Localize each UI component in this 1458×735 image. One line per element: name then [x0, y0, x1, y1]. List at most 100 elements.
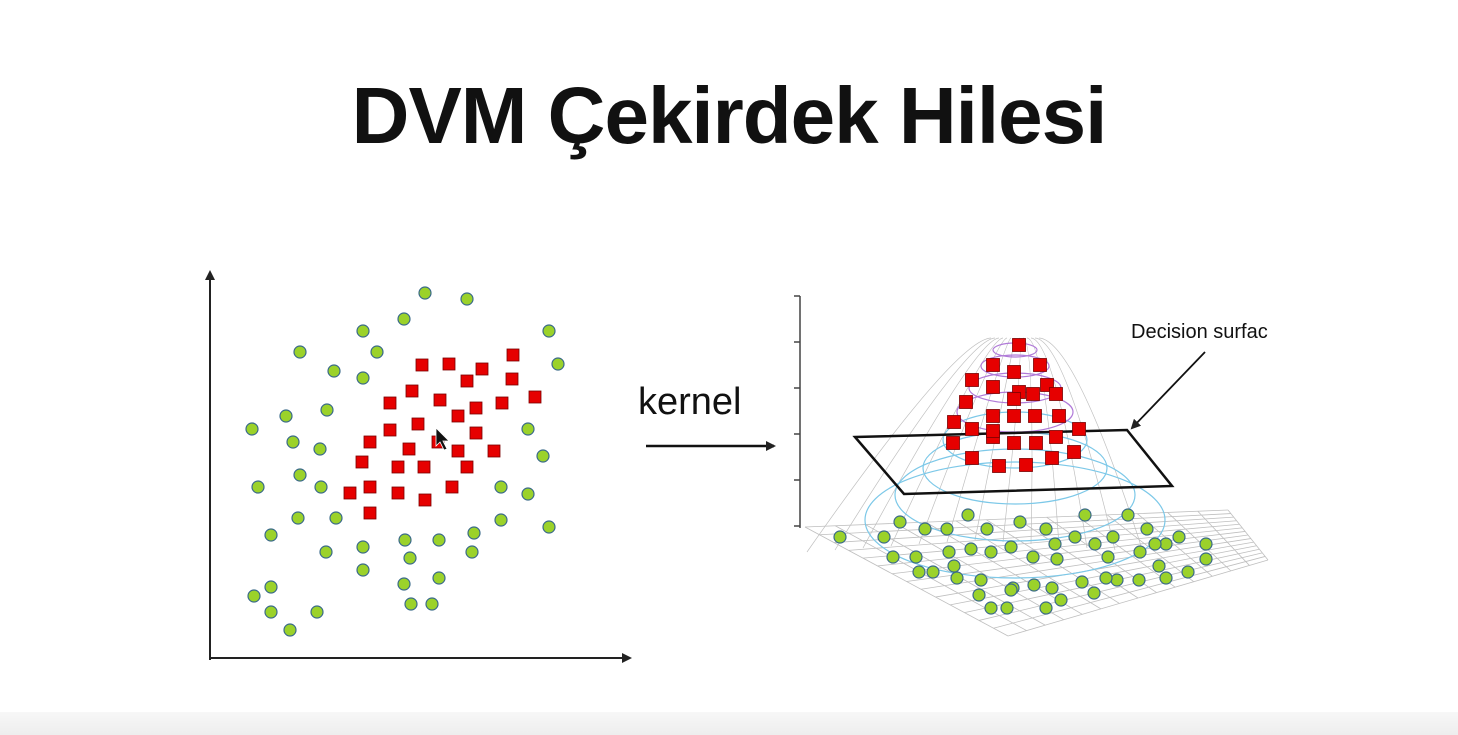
- red-point: [965, 451, 979, 465]
- green-point: [245, 422, 259, 436]
- green-point: [984, 601, 998, 615]
- green-point: [1132, 573, 1146, 587]
- red-point: [1007, 365, 1021, 379]
- green-point: [264, 580, 278, 594]
- red-point: [460, 374, 474, 388]
- green-point: [432, 533, 446, 547]
- left-red-points: [343, 348, 542, 520]
- green-point: [1004, 540, 1018, 554]
- green-point: [327, 364, 341, 378]
- green-point: [1101, 550, 1115, 564]
- green-point: [293, 345, 307, 359]
- red-point: [986, 409, 1000, 423]
- green-point: [1078, 508, 1092, 522]
- green-point: [1110, 573, 1124, 587]
- green-point: [1075, 575, 1089, 589]
- right-red-points: [946, 338, 1086, 473]
- green-point: [397, 312, 411, 326]
- red-point: [418, 493, 432, 507]
- red-point: [947, 415, 961, 429]
- green-point: [465, 545, 479, 559]
- green-point: [1133, 545, 1147, 559]
- red-point: [391, 460, 405, 474]
- red-point: [505, 372, 519, 386]
- red-point: [1026, 387, 1040, 401]
- red-point: [1028, 409, 1042, 423]
- red-point: [1012, 338, 1026, 352]
- green-point: [893, 515, 907, 529]
- red-point: [986, 424, 1000, 438]
- green-point: [1068, 530, 1082, 544]
- red-point: [355, 455, 369, 469]
- green-point: [909, 550, 923, 564]
- red-point: [1067, 445, 1081, 459]
- green-point: [283, 623, 297, 637]
- green-point: [1106, 530, 1120, 544]
- kernel-mapping: kernel: [638, 381, 776, 451]
- green-point: [1148, 537, 1162, 551]
- green-point: [319, 545, 333, 559]
- green-point: [521, 422, 535, 436]
- green-point: [356, 563, 370, 577]
- green-point: [1000, 601, 1014, 615]
- green-point: [942, 545, 956, 559]
- red-point: [451, 444, 465, 458]
- green-point: [1199, 537, 1213, 551]
- green-point: [542, 324, 556, 338]
- green-point: [974, 573, 988, 587]
- green-point: [551, 357, 565, 371]
- green-point: [947, 559, 961, 573]
- decision-pointer-arrow: [1130, 351, 1206, 430]
- green-point: [961, 508, 975, 522]
- decision-plane: [852, 428, 1175, 496]
- green-point: [980, 522, 994, 536]
- red-point: [1049, 387, 1063, 401]
- green-point: [833, 530, 847, 544]
- red-point: [402, 442, 416, 456]
- green-point: [279, 409, 293, 423]
- green-point: [494, 480, 508, 494]
- green-point: [313, 442, 327, 456]
- green-point: [1054, 593, 1068, 607]
- right-green-points: [833, 508, 1213, 615]
- green-point: [950, 571, 964, 585]
- red-point: [965, 422, 979, 436]
- green-point: [467, 526, 481, 540]
- green-point: [293, 468, 307, 482]
- green-point: [370, 345, 384, 359]
- green-point: [521, 487, 535, 501]
- red-point: [363, 435, 377, 449]
- left-green-points: [245, 286, 565, 637]
- red-point: [965, 373, 979, 387]
- red-point: [405, 384, 419, 398]
- green-point: [918, 522, 932, 536]
- red-point: [1007, 409, 1021, 423]
- red-point: [506, 348, 520, 362]
- green-point: [1159, 571, 1173, 585]
- green-point: [356, 540, 370, 554]
- green-point: [329, 511, 343, 525]
- red-point: [363, 480, 377, 494]
- red-point: [442, 357, 456, 371]
- red-point: [1033, 358, 1047, 372]
- green-point: [404, 597, 418, 611]
- red-point: [495, 396, 509, 410]
- red-point: [445, 480, 459, 494]
- red-point: [1007, 392, 1021, 406]
- green-point: [1181, 565, 1195, 579]
- red-point: [433, 393, 447, 407]
- green-point: [940, 522, 954, 536]
- green-point: [460, 292, 474, 306]
- red-point: [528, 390, 542, 404]
- green-point: [984, 545, 998, 559]
- red-point: [1029, 436, 1043, 450]
- red-point: [986, 358, 1000, 372]
- green-point: [926, 565, 940, 579]
- surface-mesh: [804, 337, 1269, 637]
- green-point: [1088, 537, 1102, 551]
- z-axis: [794, 295, 801, 528]
- green-point: [877, 530, 891, 544]
- green-point: [425, 597, 439, 611]
- red-point: [1007, 436, 1021, 450]
